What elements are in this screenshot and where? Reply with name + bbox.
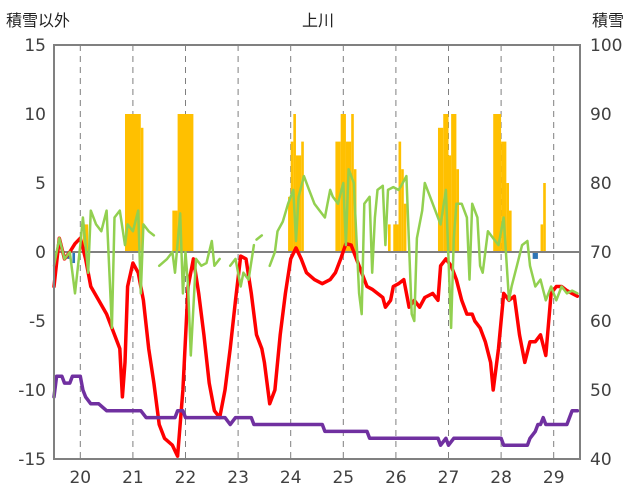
x-tick-label: 29	[543, 468, 565, 488]
bar	[448, 155, 452, 252]
series-line	[52, 374, 580, 447]
y-right-tick-label: 80	[590, 174, 612, 194]
x-tick-label: 24	[280, 468, 302, 488]
bar	[388, 224, 391, 252]
bar	[437, 127, 444, 252]
y-left-tick-label: -10	[18, 381, 46, 401]
plot-border	[53, 44, 581, 460]
bar	[532, 252, 538, 259]
x-tick-label: 27	[438, 468, 460, 488]
series-line	[52, 167, 579, 357]
x-tick-label: 23	[227, 468, 249, 488]
bar	[293, 114, 296, 252]
chart-title: 上川	[302, 11, 334, 30]
left-axis-label: 積雪以外	[6, 11, 70, 30]
y-right-tick-label: 100	[590, 36, 622, 56]
bar	[506, 183, 509, 252]
x-tick-label: 25	[332, 468, 354, 488]
y-left-tick-label: 0	[35, 243, 46, 263]
y-right-tick-label: 40	[590, 450, 612, 470]
bar	[72, 252, 76, 264]
bar	[501, 141, 507, 252]
bar	[172, 210, 178, 252]
x-tick-label: 28	[490, 468, 512, 488]
y-left-tick-label: -15	[18, 450, 46, 470]
x-tick-label: 20	[69, 468, 91, 488]
y-left-tick-label: -5	[29, 312, 46, 332]
bar	[451, 114, 457, 252]
bar	[393, 224, 399, 252]
bar	[443, 114, 449, 252]
bar	[301, 141, 304, 252]
bar	[493, 114, 502, 252]
y-right-tick-label: 70	[590, 243, 612, 263]
bar	[508, 210, 512, 252]
right-axis-label: 積雪	[592, 11, 624, 30]
y-left-tick-label: 5	[35, 174, 46, 194]
bar	[456, 169, 460, 252]
x-tick-label: 26	[385, 468, 407, 488]
x-tick-label: 21	[122, 468, 144, 488]
x-tick-label: 22	[175, 468, 197, 488]
y-left-tick-label: 15	[24, 36, 46, 56]
bar	[403, 203, 407, 252]
y-right-tick-label: 90	[590, 105, 612, 125]
bar	[401, 169, 404, 252]
bar	[335, 141, 341, 252]
y-left-tick-label: 10	[24, 105, 46, 125]
y-right-tick-label: 50	[590, 381, 612, 401]
bar	[543, 183, 546, 252]
y-right-tick-label: 60	[590, 312, 612, 332]
bar	[140, 127, 144, 252]
bar	[540, 224, 544, 252]
bar	[398, 141, 402, 252]
